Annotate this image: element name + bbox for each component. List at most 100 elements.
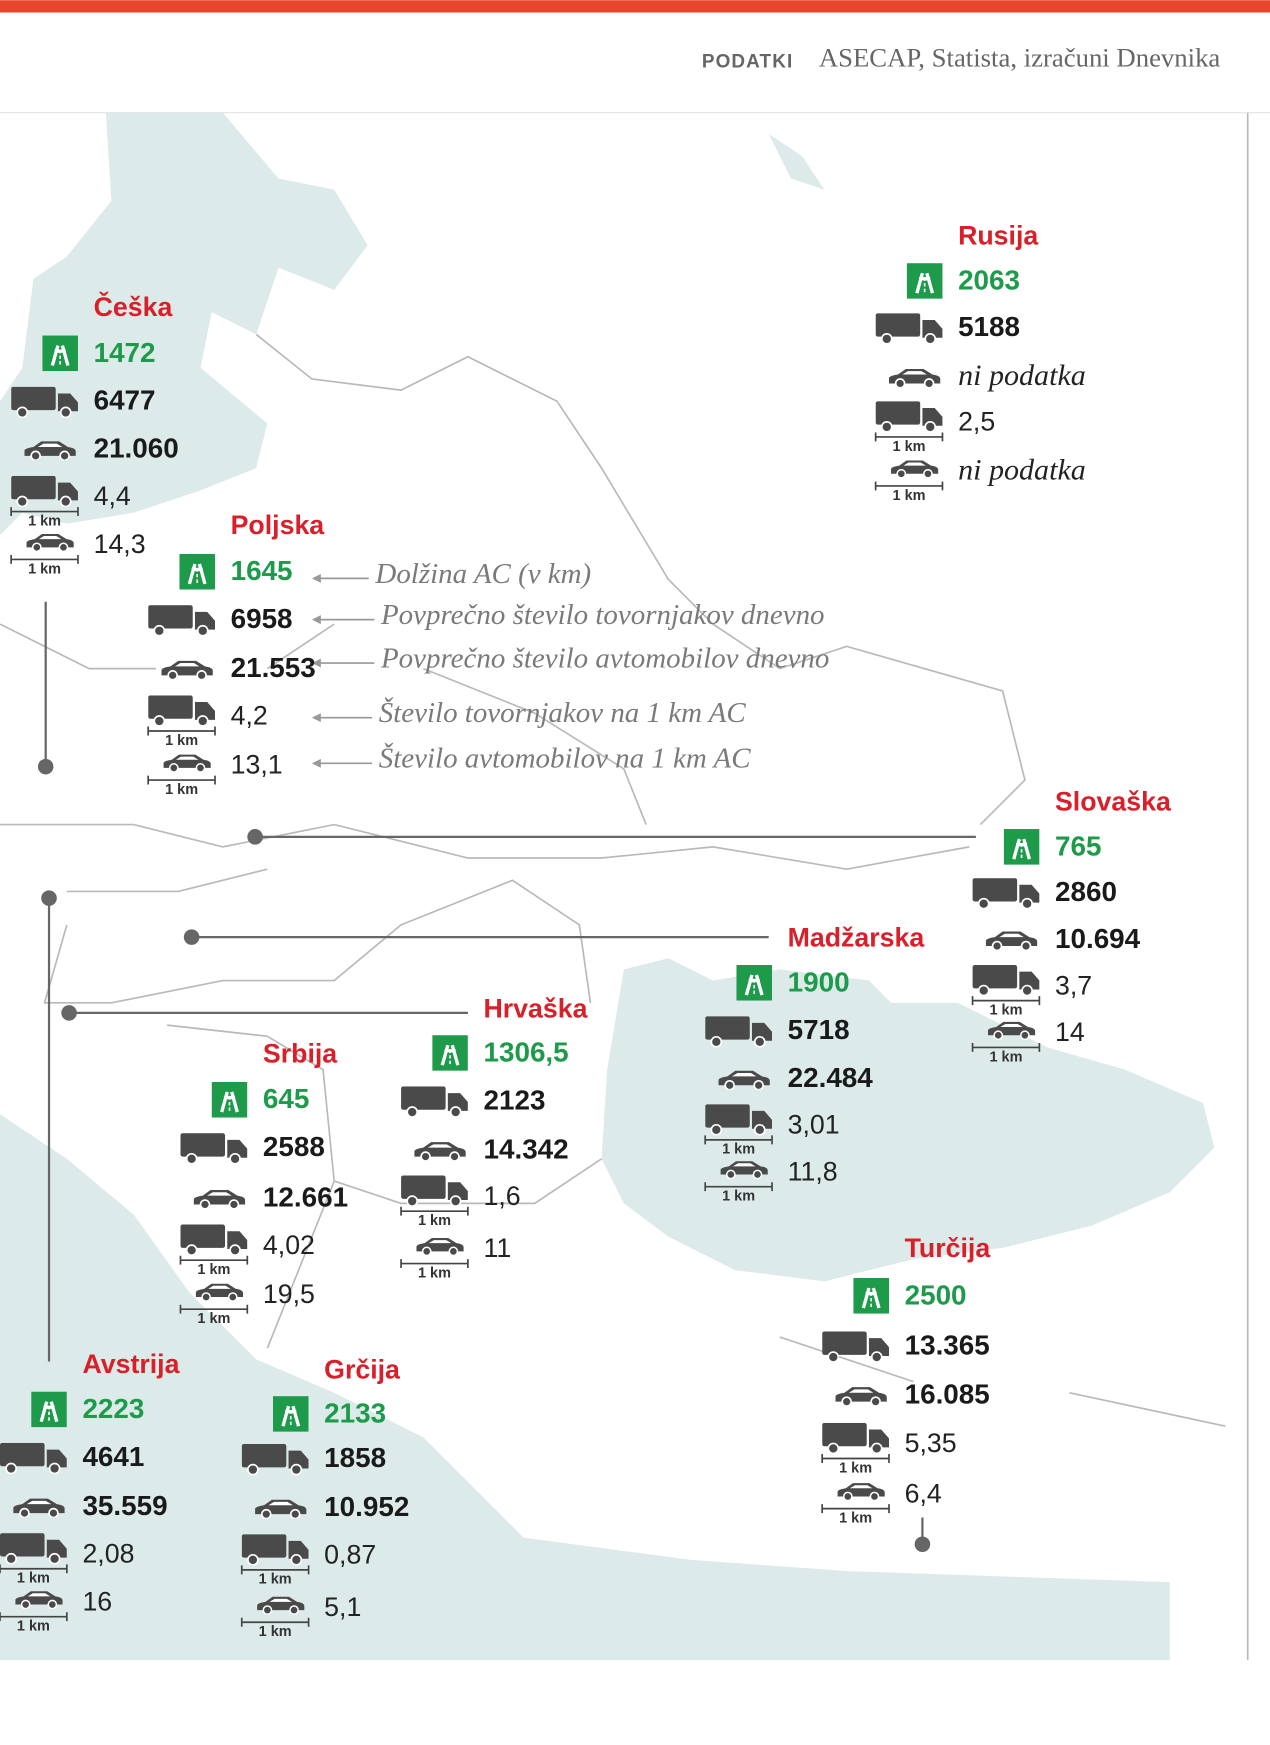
country-value: 6958	[231, 603, 293, 634]
km-bar	[704, 1182, 773, 1192]
country-value: 2,5	[958, 407, 995, 437]
km-label: 1 km	[418, 1213, 451, 1229]
km-label: 1 km	[418, 1265, 451, 1281]
country-value: ni podatka	[958, 452, 1086, 486]
sea	[768, 133, 825, 190]
country-block: Rusija 2063 5188 ni podatka 1 km 2,5 1 km ni po…	[874, 221, 1086, 504]
country-value: 5,1	[324, 1592, 361, 1622]
country-name: Rusija	[958, 221, 1039, 251]
country-block: Madžarska 1900 5718 22.484 1 km 3,01 1 km 11,8	[704, 922, 925, 1205]
country-value: 1306,5	[483, 1036, 568, 1067]
country-value: 2123	[483, 1084, 545, 1115]
legend-text: Povprečno število avtomobilov dnevno	[380, 642, 829, 674]
motorway-icon	[211, 1081, 248, 1118]
legend-arrowhead	[311, 615, 321, 625]
country-value: 1472	[94, 337, 156, 368]
km-label: 1 km	[893, 439, 926, 455]
km-bar	[971, 996, 1041, 1006]
car-icon	[890, 459, 939, 479]
border	[43, 868, 592, 1004]
country-value: 6477	[94, 385, 156, 416]
motorway-icon	[853, 1278, 889, 1314]
legend-text: Število tovornjakov na 1 km AC	[379, 696, 747, 729]
connector-dot	[914, 1536, 931, 1553]
country-value: 13.365	[905, 1329, 990, 1360]
km-bar	[400, 1206, 469, 1216]
km-bar	[704, 1135, 773, 1145]
km-label: 1 km	[165, 782, 198, 798]
country-value: 21.553	[231, 652, 316, 683]
km-bar	[821, 1454, 890, 1463]
km-bar	[240, 1617, 310, 1627]
truck-icon	[180, 1133, 248, 1165]
country-block: Turčija 2500 13.365 16.085 1 km 5,35 1 km 6,4	[821, 1233, 991, 1526]
country-value: 1900	[788, 966, 850, 997]
km-bar	[179, 1255, 249, 1265]
country-value: 5188	[958, 311, 1020, 342]
car-icon	[985, 930, 1039, 951]
motorway-icon	[432, 1035, 468, 1071]
country-value: 765	[1055, 830, 1101, 861]
km-label: 1 km	[197, 1311, 230, 1327]
country-value: 2500	[905, 1279, 967, 1310]
legend-arrowhead	[311, 758, 321, 768]
km-bar	[179, 1304, 249, 1314]
country-value: 5718	[788, 1014, 850, 1045]
legend-text: Povprečno število tovornjakov dnevno	[380, 599, 825, 631]
truck-icon	[875, 313, 943, 345]
country-value: 1,6	[483, 1181, 520, 1211]
km-bar	[10, 555, 79, 564]
km-bar	[240, 1565, 310, 1575]
country-value: 2860	[1055, 876, 1117, 907]
country-block: Avstrija 2223 4641 35.559 1 km 2,08 1 km 16	[0, 1349, 181, 1635]
connector-dot	[61, 1005, 77, 1021]
country-name: Slovaška	[1055, 786, 1172, 816]
country-value: 35.559	[82, 1490, 167, 1521]
country-block: Češka 1472 6477 21.060 1 km 4,4 1 km 14,3	[10, 290, 179, 577]
km-bar	[874, 481, 944, 491]
truck-icon	[180, 1224, 248, 1256]
country-value: 10.952	[324, 1491, 409, 1522]
car-icon	[195, 1282, 244, 1302]
sea	[0, 1114, 1170, 1661]
country-value: 2063	[958, 264, 1020, 295]
country-value: 645	[263, 1083, 309, 1114]
truck-icon	[822, 1331, 889, 1363]
country-value: 0,87	[324, 1540, 376, 1570]
border	[0, 623, 647, 825]
km-bar	[821, 1504, 890, 1514]
country-name: Poljska	[231, 510, 326, 540]
motorway-icon	[179, 553, 216, 590]
truck-icon	[401, 1086, 468, 1118]
km-label: 1 km	[722, 1189, 755, 1205]
country-value: 14	[1055, 1017, 1085, 1047]
truck-icon	[875, 401, 943, 433]
motorway-icon	[1003, 829, 1040, 865]
truck-icon	[148, 605, 216, 637]
motorway-icon	[31, 1391, 67, 1428]
km-bar	[400, 1259, 469, 1268]
country-value: 3,01	[788, 1110, 840, 1140]
car-icon	[834, 1386, 888, 1407]
km-label: 1 km	[259, 1624, 292, 1640]
country-value: 4,02	[263, 1230, 315, 1260]
km-bar	[0, 1564, 68, 1574]
country-name: Grčija	[324, 1355, 401, 1385]
km-label: 1 km	[989, 1049, 1022, 1065]
country-value: 16.085	[905, 1378, 990, 1409]
country-value: 4,2	[231, 701, 268, 731]
legend-text: Število avtomobilov na 1 km AC	[379, 742, 751, 775]
car-icon	[193, 1189, 246, 1209]
truck-icon	[972, 878, 1040, 910]
sea	[0, 112, 368, 535]
country-value: ni podatka	[958, 358, 1086, 392]
legend-arrowhead	[311, 713, 321, 723]
car-icon	[25, 533, 75, 552]
country-value: 3,7	[1055, 970, 1092, 1000]
country-value: 10.694	[1055, 923, 1141, 954]
source-text: ASECAP, Statista, izračuni Dnevnika	[819, 43, 1221, 73]
country-value: 14,3	[94, 529, 146, 559]
country-block: Srbija 645 2588 12.661 1 km 4,02 1 km 19,5	[179, 1038, 348, 1327]
connector-dot	[247, 829, 263, 845]
